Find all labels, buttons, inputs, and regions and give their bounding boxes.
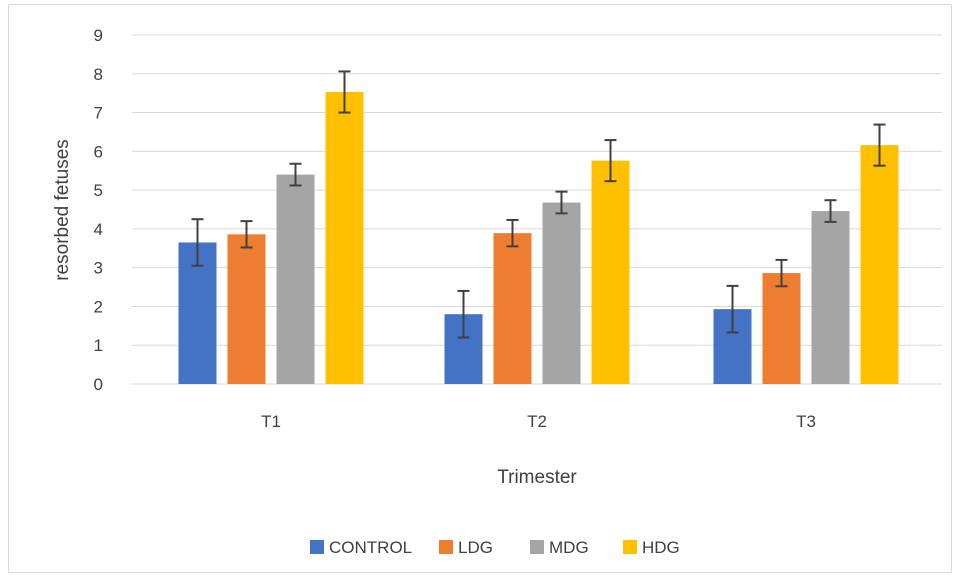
legend-swatch <box>439 540 453 554</box>
legend-swatch <box>623 540 637 554</box>
bar-mdg-t1 <box>276 174 315 384</box>
y-tick-label: 9 <box>94 26 103 45</box>
legend-label: CONTROL <box>329 538 412 557</box>
bar-ldg-t3 <box>762 273 801 384</box>
x-tick-label: T2 <box>527 412 547 431</box>
y-tick-label: 2 <box>94 297 103 316</box>
y-tick-label: 3 <box>94 259 103 278</box>
x-axis-title: Trimester <box>497 467 577 488</box>
y-axis-title: resorbed fetuses <box>52 139 73 281</box>
bar-hdg-t3 <box>860 145 899 384</box>
legend-label: LDG <box>458 538 493 557</box>
error-bar <box>506 218 519 248</box>
bar-mdg-t2 <box>542 202 581 384</box>
error-bar <box>191 218 204 267</box>
y-tick-label: 5 <box>94 181 103 200</box>
legend-swatch <box>530 540 544 554</box>
x-tick-label: T1 <box>261 412 281 431</box>
error-bar <box>457 289 470 339</box>
error-bar <box>555 190 568 215</box>
y-tick-labels: 0 1 2 3 4 5 6 7 8 9 <box>94 26 103 394</box>
legend-swatch <box>310 540 324 554</box>
bar-hdg-t1 <box>325 92 364 385</box>
error-bar <box>338 70 351 114</box>
legend-item-control: CONTROL <box>310 538 412 557</box>
bars <box>178 92 899 385</box>
bar-ldg-t1 <box>227 234 266 384</box>
y-tick-label: 0 <box>94 375 103 394</box>
bar-ldg-t2 <box>493 233 532 384</box>
y-tick-label: 7 <box>94 104 103 123</box>
legend-item-mdg: MDG <box>530 538 589 557</box>
y-tick-label: 4 <box>94 220 103 239</box>
x-tick-labels: T1 T2 T3 <box>261 412 816 431</box>
legend-item-ldg: LDG <box>439 538 493 557</box>
error-bar <box>726 284 739 334</box>
y-tick-label: 1 <box>94 336 103 355</box>
y-tick-label: 6 <box>94 142 103 161</box>
legend: CONTROL LDG MDG HDG <box>310 538 680 557</box>
error-bar <box>873 123 886 167</box>
bar-mdg-t3 <box>811 211 850 384</box>
error-bar <box>824 199 837 223</box>
legend-label: HDG <box>642 538 680 557</box>
legend-label: MDG <box>549 538 589 557</box>
error-bar <box>289 162 302 187</box>
y-tick-label: 8 <box>94 65 103 84</box>
error-bars <box>191 70 886 339</box>
gridlines <box>132 34 942 385</box>
x-tick-label: T3 <box>796 412 816 431</box>
bar-hdg-t2 <box>591 160 630 384</box>
error-bar <box>604 139 617 183</box>
legend-item-hdg: HDG <box>623 538 680 557</box>
error-bar <box>240 220 253 249</box>
error-bar <box>775 258 788 288</box>
